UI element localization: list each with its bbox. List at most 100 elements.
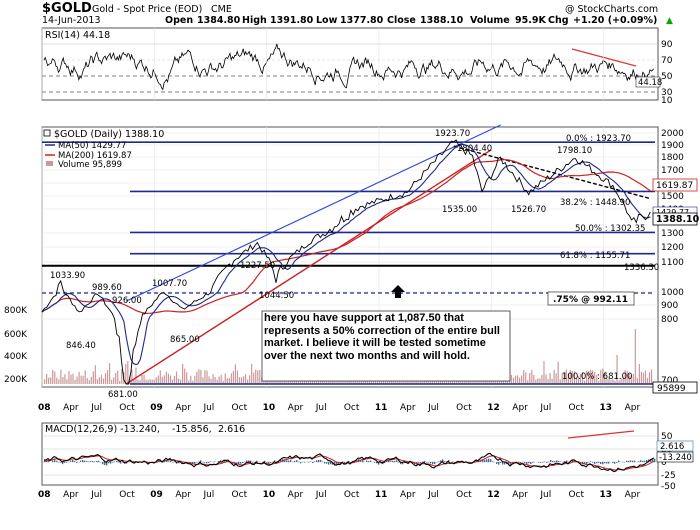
macd-hist-bar bbox=[190, 462, 192, 463]
price-series bbox=[41, 139, 651, 385]
label-926: 926.00 bbox=[112, 296, 142, 306]
macd-hist-bar bbox=[312, 462, 314, 464]
volume-bar bbox=[182, 363, 184, 384]
volume-bar bbox=[648, 372, 651, 384]
volume-bar bbox=[567, 373, 569, 384]
price-tick-label: 1300 bbox=[661, 229, 684, 239]
volume-bar bbox=[196, 371, 198, 384]
high-value: 1391.80 bbox=[270, 15, 314, 26]
x-tick-label: Apr bbox=[175, 403, 191, 413]
fib-382-label: 38.2% : 1448.90 bbox=[560, 198, 630, 208]
macd-hist-bar bbox=[200, 460, 202, 462]
volume-bar bbox=[208, 376, 210, 384]
macd-hist-bar bbox=[182, 462, 184, 464]
downtrend-line bbox=[453, 145, 651, 200]
volume-bar bbox=[561, 372, 563, 384]
volume-bar bbox=[575, 378, 578, 384]
price-tick-label: 800 bbox=[661, 315, 678, 325]
volume-bar bbox=[521, 375, 523, 384]
macd-hist-bar bbox=[442, 459, 444, 462]
volume-bar bbox=[64, 374, 66, 384]
volume-bar bbox=[642, 372, 645, 384]
volume-bar bbox=[240, 377, 243, 384]
volume-bar bbox=[646, 377, 649, 384]
volume-bar bbox=[149, 379, 151, 384]
macd-hist-bar bbox=[530, 462, 532, 465]
macd-hist-bar bbox=[238, 462, 240, 464]
price-tick-label: 900 bbox=[661, 301, 678, 311]
macd-hist-bar bbox=[654, 458, 656, 462]
macd-hist-bar bbox=[56, 460, 58, 462]
volume-bar bbox=[137, 379, 139, 384]
x-tick-label: Jul bbox=[427, 403, 439, 413]
volume-bar bbox=[612, 379, 614, 384]
volume-bar bbox=[200, 369, 202, 384]
macd-hist-bar bbox=[430, 462, 432, 464]
fib-100-label: 100.0% : 681.00 bbox=[562, 372, 632, 382]
volume-bar bbox=[600, 369, 602, 384]
x-tick-label: Jul bbox=[315, 403, 327, 413]
macd-hist-bar bbox=[110, 462, 112, 464]
volume-bar bbox=[44, 379, 46, 384]
target-label: .75% @ 992.11 bbox=[553, 295, 628, 305]
volume-bar bbox=[218, 376, 220, 384]
macd-hist-bar bbox=[384, 462, 386, 464]
label-681: 681.00 bbox=[108, 390, 138, 400]
volume-bar bbox=[60, 369, 62, 384]
volume-tick-label: 800K bbox=[4, 306, 28, 316]
volume-bar bbox=[529, 372, 531, 384]
volume-bar bbox=[202, 377, 204, 384]
macd-hist-bar bbox=[634, 460, 636, 462]
x-tick-label: Oct bbox=[119, 403, 135, 413]
macd-hist-bar bbox=[618, 460, 620, 462]
macd-tick-label: 0 bbox=[661, 458, 667, 468]
volume-bar bbox=[76, 376, 78, 384]
volume-bar bbox=[228, 378, 230, 384]
volume-bar bbox=[186, 372, 188, 384]
volume-bar bbox=[131, 369, 133, 384]
macd-hist-bar bbox=[574, 460, 576, 462]
macd-hist-bar bbox=[246, 460, 248, 462]
x-tick-label: Apr bbox=[63, 403, 79, 413]
stockcharts-watermark: @ StockCharts.com bbox=[565, 4, 658, 15]
price-annotations: 1033.90 989.60 926.00 846.40 681.00 865.… bbox=[50, 129, 659, 400]
macd-hist-bar bbox=[290, 459, 292, 462]
macd-hist-bar bbox=[590, 461, 592, 462]
volume-bar bbox=[210, 378, 212, 384]
volume-bar bbox=[84, 370, 86, 384]
volume-bar bbox=[121, 369, 123, 384]
macd-hist-bar bbox=[558, 461, 560, 462]
macd-hist-bar bbox=[218, 460, 220, 462]
macd-hist-bar bbox=[552, 461, 554, 462]
macd-hist-bar bbox=[346, 462, 348, 463]
macd-hist-bar bbox=[518, 462, 520, 463]
volume-bar bbox=[92, 371, 94, 384]
volume-bar bbox=[514, 375, 517, 384]
volume-bar bbox=[626, 370, 628, 384]
x-tick-label: 12 bbox=[487, 403, 500, 413]
volume-bar bbox=[135, 367, 137, 384]
volume-bar bbox=[596, 374, 598, 384]
x-axis-upper: 08 Apr Jul Oct 09 Apr Jul Oct 10 Apr Jul Oct 11 Apr Ju… bbox=[38, 403, 640, 413]
volume-bar bbox=[614, 380, 616, 384]
macd-hist-bar bbox=[330, 462, 332, 465]
volume-bar bbox=[143, 374, 145, 384]
macd-hist-bar bbox=[98, 460, 100, 462]
price-tick-label: 1100 bbox=[661, 258, 684, 268]
label-1535: 1535.00 bbox=[442, 205, 477, 215]
macd-line bbox=[43, 452, 655, 473]
macd-tick-label: 50 bbox=[661, 432, 673, 442]
label-846: 846.40 bbox=[66, 341, 96, 351]
macd-hist-bar bbox=[72, 460, 74, 462]
macd-hist-bar bbox=[76, 462, 78, 463]
volume-bar bbox=[212, 374, 214, 384]
x-tick-label: Oct bbox=[568, 403, 584, 413]
x-tick-label: Oct bbox=[456, 490, 472, 500]
volume-bar bbox=[153, 379, 155, 384]
macd-hist-bar bbox=[604, 462, 606, 464]
macd-hist-bar bbox=[446, 461, 448, 462]
volume-bar bbox=[360, 380, 362, 384]
comment-text: here you have support at 1,087.50 that r… bbox=[264, 312, 500, 362]
macd-hist-bar bbox=[540, 462, 542, 463]
